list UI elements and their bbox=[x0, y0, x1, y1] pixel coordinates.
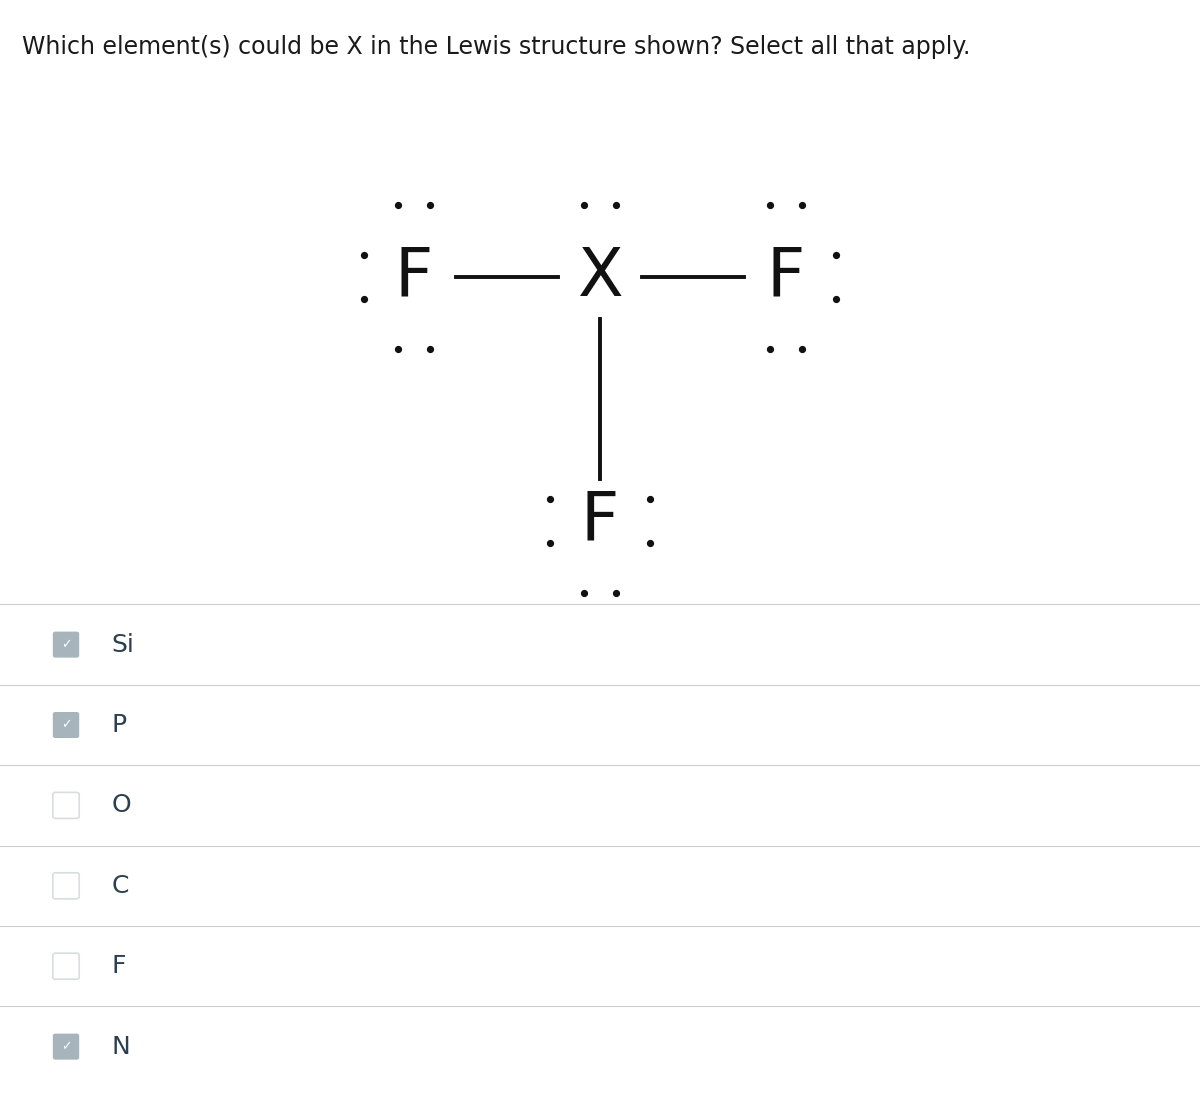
Text: C: C bbox=[112, 874, 128, 898]
Text: Si: Si bbox=[112, 632, 134, 657]
Text: F: F bbox=[112, 954, 126, 978]
FancyBboxPatch shape bbox=[53, 793, 79, 818]
FancyBboxPatch shape bbox=[53, 954, 79, 979]
FancyBboxPatch shape bbox=[53, 712, 79, 737]
Text: ✓: ✓ bbox=[61, 719, 71, 732]
Text: F: F bbox=[767, 244, 805, 311]
Text: P: P bbox=[112, 713, 127, 737]
Text: Which element(s) could be X in the Lewis structure shown? Select all that apply.: Which element(s) could be X in the Lewis… bbox=[22, 35, 970, 60]
FancyBboxPatch shape bbox=[53, 1034, 79, 1059]
Text: ✓: ✓ bbox=[61, 638, 71, 651]
Text: ✓: ✓ bbox=[61, 1040, 71, 1054]
Text: X: X bbox=[577, 244, 623, 311]
Text: N: N bbox=[112, 1035, 131, 1059]
FancyBboxPatch shape bbox=[53, 632, 79, 658]
Text: F: F bbox=[581, 488, 619, 554]
FancyBboxPatch shape bbox=[53, 873, 79, 898]
Text: O: O bbox=[112, 793, 131, 817]
Text: F: F bbox=[395, 244, 433, 311]
